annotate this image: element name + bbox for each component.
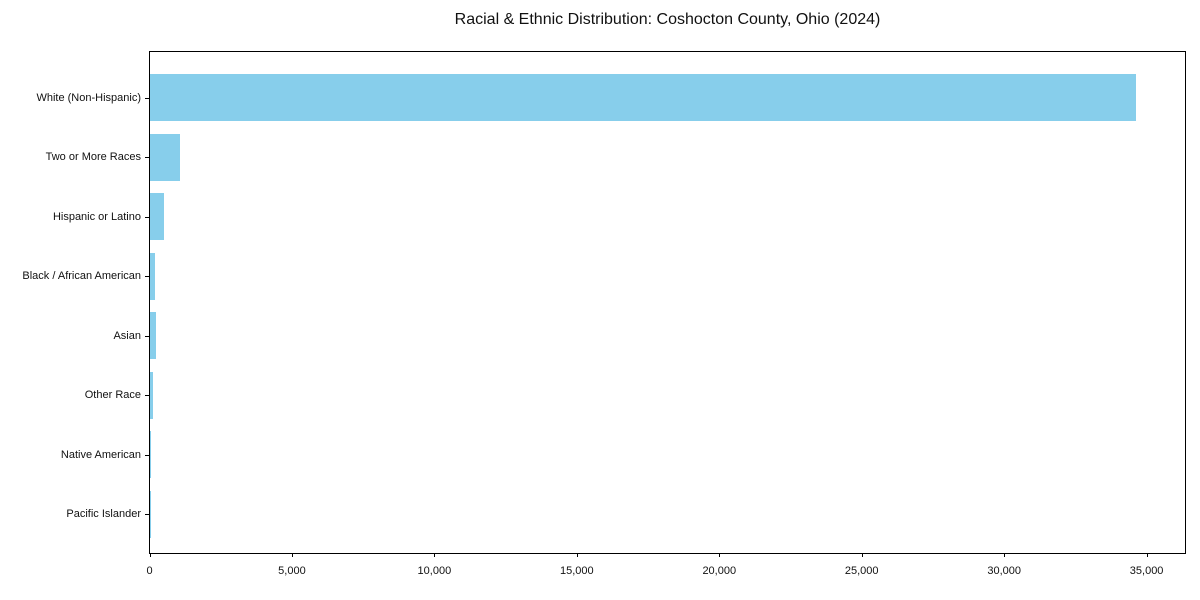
xtick-label-10000: 10,000: [417, 565, 452, 577]
ytick-mark-pacific-islander: [145, 514, 149, 515]
ytick-label-white-non-hispanic: White (Non-Hispanic): [36, 91, 141, 104]
xtick-label-35000: 35,000: [1129, 565, 1164, 577]
ytick-mark-two-or-more-races: [145, 157, 149, 158]
xtick-label-15000: 15,000: [560, 565, 594, 577]
ytick-label-black-african-american: Black / African American: [22, 270, 141, 282]
xtick-label-25000: 25,000: [844, 565, 879, 577]
xtick-mark-10000: [434, 553, 436, 557]
bar-two-or-more-races: [150, 133, 181, 181]
xtick-mark-0: [149, 553, 151, 557]
xtick-mark-25000: [861, 553, 863, 557]
chart-title: Racial & Ethnic Distribution: Coshocton …: [454, 11, 881, 28]
xtick-mark-35000: [1146, 553, 1148, 557]
ytick-label-asian: Asian: [113, 329, 141, 342]
bar-white-non-hispanic: [150, 74, 1136, 121]
xtick-label-5000: 5,000: [278, 565, 306, 577]
bar-hispanic-or-latino: [150, 193, 164, 240]
xtick-mark-5000: [291, 553, 293, 557]
xtick-label-0: 0: [146, 565, 153, 577]
xtick-label-30000: 30,000: [987, 565, 1021, 577]
ytick-mark-hispanic-or-latino: [145, 216, 149, 218]
plot-area: [149, 51, 1186, 554]
ytick-mark-black-african-american: [145, 276, 149, 277]
xtick-mark-15000: [576, 553, 578, 557]
ytick-mark-asian: [145, 335, 149, 337]
ytick-mark-native-american: [145, 454, 149, 456]
ytick-label-two-or-more-races: Two or More Races: [45, 151, 141, 163]
ytick-label-native-american: Native American: [60, 448, 141, 461]
bar-other-race: [150, 371, 154, 419]
bar-black-african-american: [150, 252, 156, 300]
ytick-label-pacific-islander: Pacific Islander: [66, 508, 141, 520]
ytick-label-hispanic-or-latino: Hispanic or Latino: [52, 210, 141, 223]
ytick-mark-white-non-hispanic: [145, 97, 149, 99]
bar-asian: [150, 312, 156, 359]
ytick-mark-other-race: [145, 395, 149, 396]
bar-native-american: [150, 431, 151, 478]
ytick-label-other-race: Other Race: [84, 389, 141, 401]
xtick-mark-20000: [719, 553, 721, 557]
xtick-label-20000: 20,000: [702, 565, 737, 577]
xtick-mark-30000: [1004, 553, 1006, 557]
